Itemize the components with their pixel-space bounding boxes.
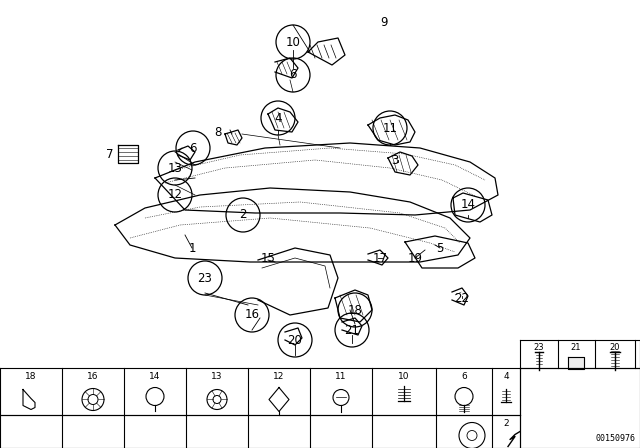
Text: 1: 1 [188, 241, 196, 254]
Text: 18: 18 [25, 372, 36, 381]
Text: 23: 23 [198, 271, 212, 284]
Text: 5: 5 [436, 241, 444, 254]
Text: 20: 20 [610, 343, 620, 352]
Text: 21: 21 [344, 323, 360, 336]
Text: 13: 13 [168, 161, 182, 175]
Text: 4: 4 [275, 112, 282, 125]
Text: 2: 2 [503, 419, 509, 428]
Text: 2: 2 [239, 208, 247, 221]
Text: 9: 9 [380, 16, 388, 29]
Text: 16: 16 [244, 309, 259, 322]
Polygon shape [568, 357, 584, 369]
Text: 11: 11 [335, 372, 347, 381]
Text: 6: 6 [189, 142, 196, 155]
Text: 21: 21 [571, 343, 581, 352]
Text: 18: 18 [348, 303, 362, 316]
Text: 10: 10 [398, 372, 410, 381]
Text: 23: 23 [534, 343, 544, 352]
Text: 11: 11 [383, 121, 397, 134]
Text: 22: 22 [454, 292, 470, 305]
Text: 20: 20 [287, 333, 303, 346]
Text: 00150976: 00150976 [595, 434, 635, 443]
Text: 16: 16 [87, 372, 99, 381]
Text: 6: 6 [461, 372, 467, 381]
Text: 10: 10 [285, 35, 300, 48]
Text: 15: 15 [260, 251, 275, 264]
Text: 12: 12 [168, 189, 182, 202]
Text: 13: 13 [211, 372, 223, 381]
Text: 14: 14 [149, 372, 161, 381]
Text: 3: 3 [391, 154, 399, 167]
Text: 8: 8 [214, 125, 221, 138]
Text: 14: 14 [461, 198, 476, 211]
Text: 7: 7 [106, 148, 114, 161]
Text: 6: 6 [289, 69, 297, 82]
Text: 12: 12 [273, 372, 285, 381]
Text: 19: 19 [408, 251, 422, 264]
Text: 4: 4 [503, 372, 509, 381]
Text: 17: 17 [372, 251, 387, 264]
